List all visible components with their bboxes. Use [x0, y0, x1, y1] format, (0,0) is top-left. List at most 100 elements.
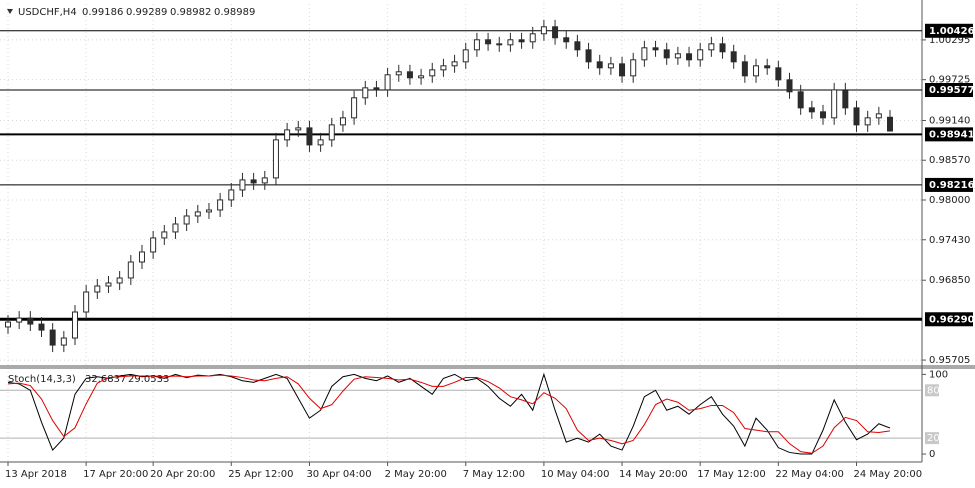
level-tag	[925, 312, 973, 327]
y-tick-label: 0.97430	[929, 235, 970, 246]
y-tick-label: 0.99725	[929, 75, 970, 86]
candle-body	[808, 107, 815, 113]
candle-body	[183, 215, 190, 225]
candle-body	[697, 49, 704, 61]
candle-body	[686, 53, 693, 61]
x-tick-label: 25 Apr 12:00	[228, 469, 293, 480]
candle-body	[250, 179, 257, 184]
last-close: 0.98989	[214, 7, 255, 18]
candle-body	[730, 51, 737, 63]
y-tick-label: 0.98000	[929, 195, 970, 206]
level-tag	[925, 127, 973, 142]
candle-body	[161, 231, 168, 239]
candle-body	[440, 65, 447, 71]
candle-body	[27, 317, 34, 325]
x-tick-label: 24 May 20:00	[854, 469, 923, 480]
candle-body	[753, 65, 760, 77]
candle-body	[663, 49, 670, 59]
candle-body	[719, 43, 726, 53]
candle-body	[652, 47, 659, 51]
candle-body	[284, 129, 291, 141]
level-tag-label: 0.98216	[929, 180, 975, 191]
candle-body	[362, 87, 369, 99]
candle-body	[339, 117, 346, 126]
candle-body	[49, 329, 56, 346]
level-tag	[925, 177, 973, 192]
candle-body	[38, 323, 45, 331]
last-high: 0.99289	[126, 7, 167, 18]
candle-body	[887, 116, 893, 132]
candle-body	[194, 211, 201, 217]
candle-body	[16, 317, 23, 323]
candle-body	[708, 43, 715, 51]
candle-body	[451, 61, 458, 67]
candle-body	[217, 199, 224, 211]
candle-body	[462, 49, 469, 63]
candle-body	[641, 47, 648, 61]
candle-body	[429, 69, 436, 77]
candle-body	[94, 285, 101, 293]
candle-body	[585, 49, 592, 63]
candle-body	[105, 282, 112, 287]
x-tick-label: 17 May 12:00	[697, 469, 766, 480]
candle-body	[83, 291, 90, 313]
level-tag-label: 80	[927, 385, 940, 396]
candle-body	[764, 65, 771, 69]
candle-body	[328, 124, 335, 141]
last-low: 0.98982	[170, 7, 211, 18]
indicator-title: Stoch(14,3,3)	[8, 374, 76, 385]
candle-body	[875, 113, 882, 119]
candle-body	[797, 91, 804, 109]
level-tag	[925, 23, 973, 38]
level-tag-label: 0.98941	[929, 129, 975, 140]
candle-body	[384, 74, 391, 91]
candle-body	[272, 139, 279, 179]
candle-body	[864, 117, 871, 126]
indicator-line	[7, 374, 891, 454]
candle-body	[150, 237, 157, 253]
x-tick-label: 30 Apr 04:00	[306, 469, 371, 480]
x-tick-label: 7 May 12:00	[463, 469, 525, 480]
candle-body	[496, 43, 503, 46]
candle-body	[205, 209, 212, 213]
level-tag	[925, 83, 973, 98]
last-open: 0.99186	[82, 7, 123, 18]
candle-body	[574, 41, 581, 51]
candle-body	[306, 127, 313, 146]
candle-body	[239, 179, 246, 191]
level-tag-label: 0.99577	[929, 85, 975, 96]
candle-body	[518, 39, 525, 43]
candle-body	[261, 177, 268, 184]
candle-body	[351, 97, 358, 119]
candle-body	[529, 33, 536, 43]
x-tick-label: 10 May 04:00	[541, 469, 610, 480]
candle-body	[71, 311, 78, 339]
x-tick-label: 14 May 20:00	[619, 469, 688, 480]
candle-body	[552, 26, 559, 39]
candle-body	[395, 71, 402, 76]
candle-body	[853, 107, 860, 126]
x-tick-label: 20 Apr 20:00	[150, 469, 215, 480]
level-tag-label: 1.00426	[929, 26, 975, 37]
candle-body	[630, 59, 637, 77]
x-tick-label: 17 Apr 20:00	[83, 469, 148, 480]
candle-body	[228, 189, 235, 201]
candle-body	[607, 63, 614, 69]
y-tick-label: 0.99140	[929, 115, 970, 126]
level-tag	[925, 432, 939, 445]
candle-body	[172, 223, 179, 233]
y-tick-label: 100	[929, 369, 948, 380]
level-tag-label: 20	[927, 433, 940, 444]
candle-body	[820, 111, 827, 119]
y-tick-label: 0	[929, 449, 935, 460]
level-tag	[925, 384, 939, 397]
candle-body	[596, 61, 603, 69]
candle-body	[786, 79, 793, 93]
candle-body	[5, 321, 11, 328]
candle-body	[127, 261, 134, 279]
y-tick-label: 1.00295	[929, 35, 970, 46]
symbol-title: USDCHF,H4	[18, 7, 77, 18]
y-tick-label: 0.96850	[929, 275, 970, 286]
